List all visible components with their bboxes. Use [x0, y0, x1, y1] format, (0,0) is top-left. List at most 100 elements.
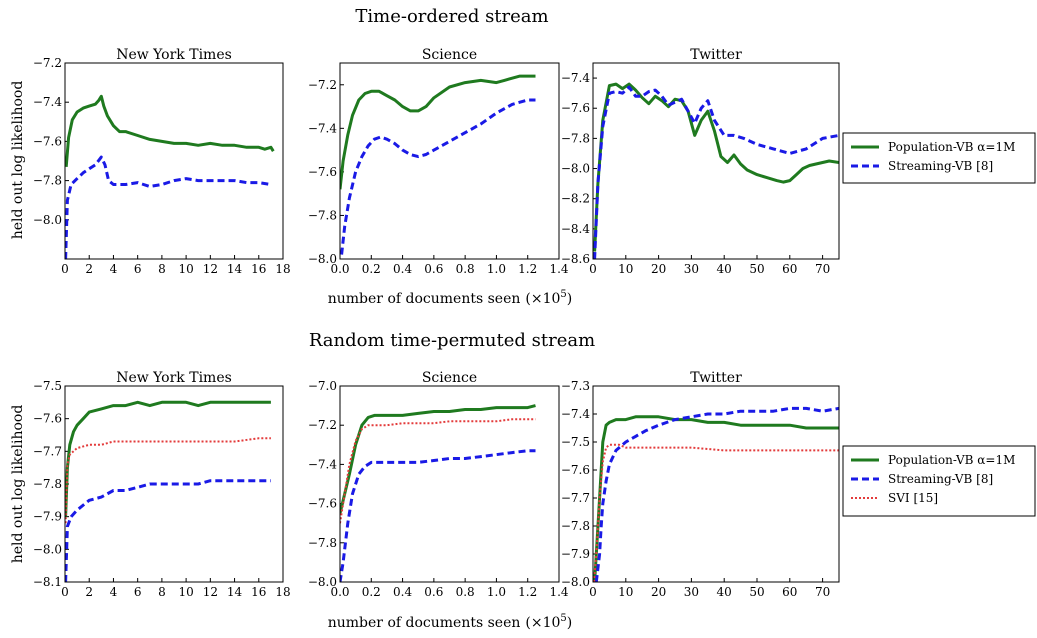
row-2-xlabel-exp: 5 — [560, 613, 566, 624]
x-tick-label: 12 — [203, 262, 218, 276]
y-tick-label: −8.0 — [561, 575, 590, 589]
series-line-streaming-vb — [340, 449, 536, 582]
y-tick-label: −7.6 — [308, 165, 337, 179]
y-tick-label: −7.4 — [561, 407, 591, 421]
x-tick-label: 0.6 — [424, 262, 443, 276]
series-line-streaming-vb — [594, 406, 839, 582]
x-tick-label: 18 — [275, 585, 290, 599]
x-tick-label: 16 — [251, 585, 266, 599]
panel-row1-science: Science 0.0 0.2 0.4 0.6 0.8 1.0 1.2 1.4 −7.2 −7.4 −… — [308, 47, 569, 276]
x-tick-label: 1.4 — [549, 262, 568, 276]
legend-box — [842, 445, 1036, 517]
y-tick-label: −7.6 — [561, 463, 590, 477]
row-1-xlabel: number of documents seen (×105) — [328, 289, 572, 307]
x-tick-label: 14 — [227, 585, 243, 599]
series-line-svi — [340, 418, 536, 524]
x-tick-label: 2 — [85, 262, 93, 276]
x-tick-label: 20 — [651, 585, 666, 599]
axes-frame — [592, 385, 840, 583]
x-tick-label: 16 — [251, 262, 266, 276]
x-tick-label: 1.0 — [487, 585, 506, 599]
x-tick-label: 0 — [589, 585, 597, 599]
series-line-population-vb — [593, 82, 839, 252]
panel-row1-twitter: Twitter 0 10 20 30 40 50 60 70 −7.4 −7.6 −7.8 −8.0 −8… — [561, 47, 840, 276]
y-tick-label: −7.8 — [308, 208, 337, 222]
row-1-ylabel: held out log likelihood — [10, 81, 26, 240]
x-tick-label: 10 — [178, 585, 193, 599]
x-tick-label: 8 — [158, 585, 166, 599]
panel-row1-nyt: New York Times 0 2 4 6 8 10 12 14 16 18 −7.2 −7.4 −7.… — [33, 47, 291, 276]
y-tick-label: −7.2 — [308, 78, 337, 92]
legend-label: Streaming-VB [8] — [888, 472, 993, 486]
panel-title: Twitter — [690, 47, 742, 63]
row-1-xlabel-close: ) — [567, 291, 572, 307]
x-tick-label: 0 — [61, 262, 69, 276]
x-tick-label: 1.2 — [518, 262, 537, 276]
series-line-population-vb — [65, 400, 271, 517]
row-2-ylabel: held out log likelihood — [10, 405, 26, 564]
y-tick-label: −7.9 — [33, 510, 62, 524]
series-line-population-vb — [65, 94, 275, 168]
y-tick-label: −7.8 — [33, 477, 62, 491]
x-tick-label: 50 — [749, 585, 764, 599]
legend-box — [842, 132, 1036, 184]
axes-frame — [339, 385, 560, 583]
x-tick-label: 10 — [618, 262, 633, 276]
x-tick-label: 60 — [782, 585, 797, 599]
y-tick-label: −7.8 — [561, 131, 590, 145]
series-line-streaming-vb — [340, 98, 536, 255]
y-tick-label: −7.6 — [33, 134, 62, 148]
x-tick-label: 1.0 — [487, 262, 506, 276]
panel-title: Twitter — [690, 370, 742, 386]
y-tick-label: −7.8 — [33, 174, 62, 188]
x-tick-label: 0.2 — [362, 585, 381, 599]
y-tick-label: −8.1 — [33, 575, 62, 589]
row-2-title: Random time-permuted stream — [309, 330, 595, 351]
series-line-svi — [65, 437, 271, 524]
x-tick-label: 12 — [203, 585, 218, 599]
panel-title: New York Times — [116, 47, 232, 63]
y-tick-label: −7.6 — [561, 101, 590, 115]
axes-frame — [64, 62, 284, 260]
x-tick-label: 6 — [134, 585, 142, 599]
x-tick-label: 4 — [110, 585, 118, 599]
axes-frame — [339, 62, 560, 260]
y-tick-label: −8.0 — [308, 252, 337, 266]
x-tick-label: 8 — [158, 262, 166, 276]
legend-label: Population-VB α=1M — [888, 453, 1015, 467]
panel-row2-nyt: New York Times 0 2 4 6 8 10 12 14 16 18 −7.5 −7.6 −7.… — [33, 370, 291, 599]
row-1-title: Time-ordered stream — [355, 6, 548, 27]
x-tick-label: 0.6 — [424, 585, 443, 599]
x-tick-label: 14 — [227, 262, 243, 276]
row-2-xlabel: number of documents seen (×105) — [328, 613, 572, 631]
y-tick-label: −7.2 — [308, 418, 337, 432]
series-line-streaming-vb — [65, 479, 271, 582]
x-tick-label: 0.4 — [393, 262, 412, 276]
legend-label: Population-VB α=1M — [888, 140, 1015, 154]
series-line-population-vb — [593, 415, 839, 582]
panel-title: Science — [422, 47, 477, 63]
y-tick-label: −8.0 — [33, 213, 62, 227]
x-tick-label: 50 — [749, 262, 764, 276]
y-tick-label: −7.0 — [308, 379, 337, 393]
x-tick-label: 0.0 — [330, 262, 349, 276]
x-tick-label: 0.4 — [393, 585, 412, 599]
x-tick-label: 0 — [61, 585, 69, 599]
x-tick-label: 1.2 — [518, 585, 537, 599]
y-tick-label: −8.4 — [561, 222, 591, 236]
y-tick-label: −7.7 — [561, 491, 590, 505]
y-tick-label: −7.3 — [561, 379, 590, 393]
row-2-xlabel-text: number of documents seen — [328, 615, 521, 631]
series-line-streaming-vb — [593, 85, 839, 259]
y-tick-label: −7.8 — [561, 519, 590, 533]
y-tick-label: −7.4 — [308, 457, 338, 471]
legend-row2: Population-VB α=1M Streaming-VB [8] SVI [1… — [842, 445, 1036, 517]
series-line-population-vb — [340, 74, 536, 190]
x-tick-label: 0.8 — [456, 585, 475, 599]
y-tick-label: −8.0 — [33, 542, 62, 556]
x-tick-label: 30 — [684, 262, 699, 276]
series-line-svi — [593, 443, 839, 582]
x-tick-label: 6 — [134, 262, 142, 276]
axes-frame — [64, 385, 284, 583]
x-tick-label: 0.2 — [362, 262, 381, 276]
